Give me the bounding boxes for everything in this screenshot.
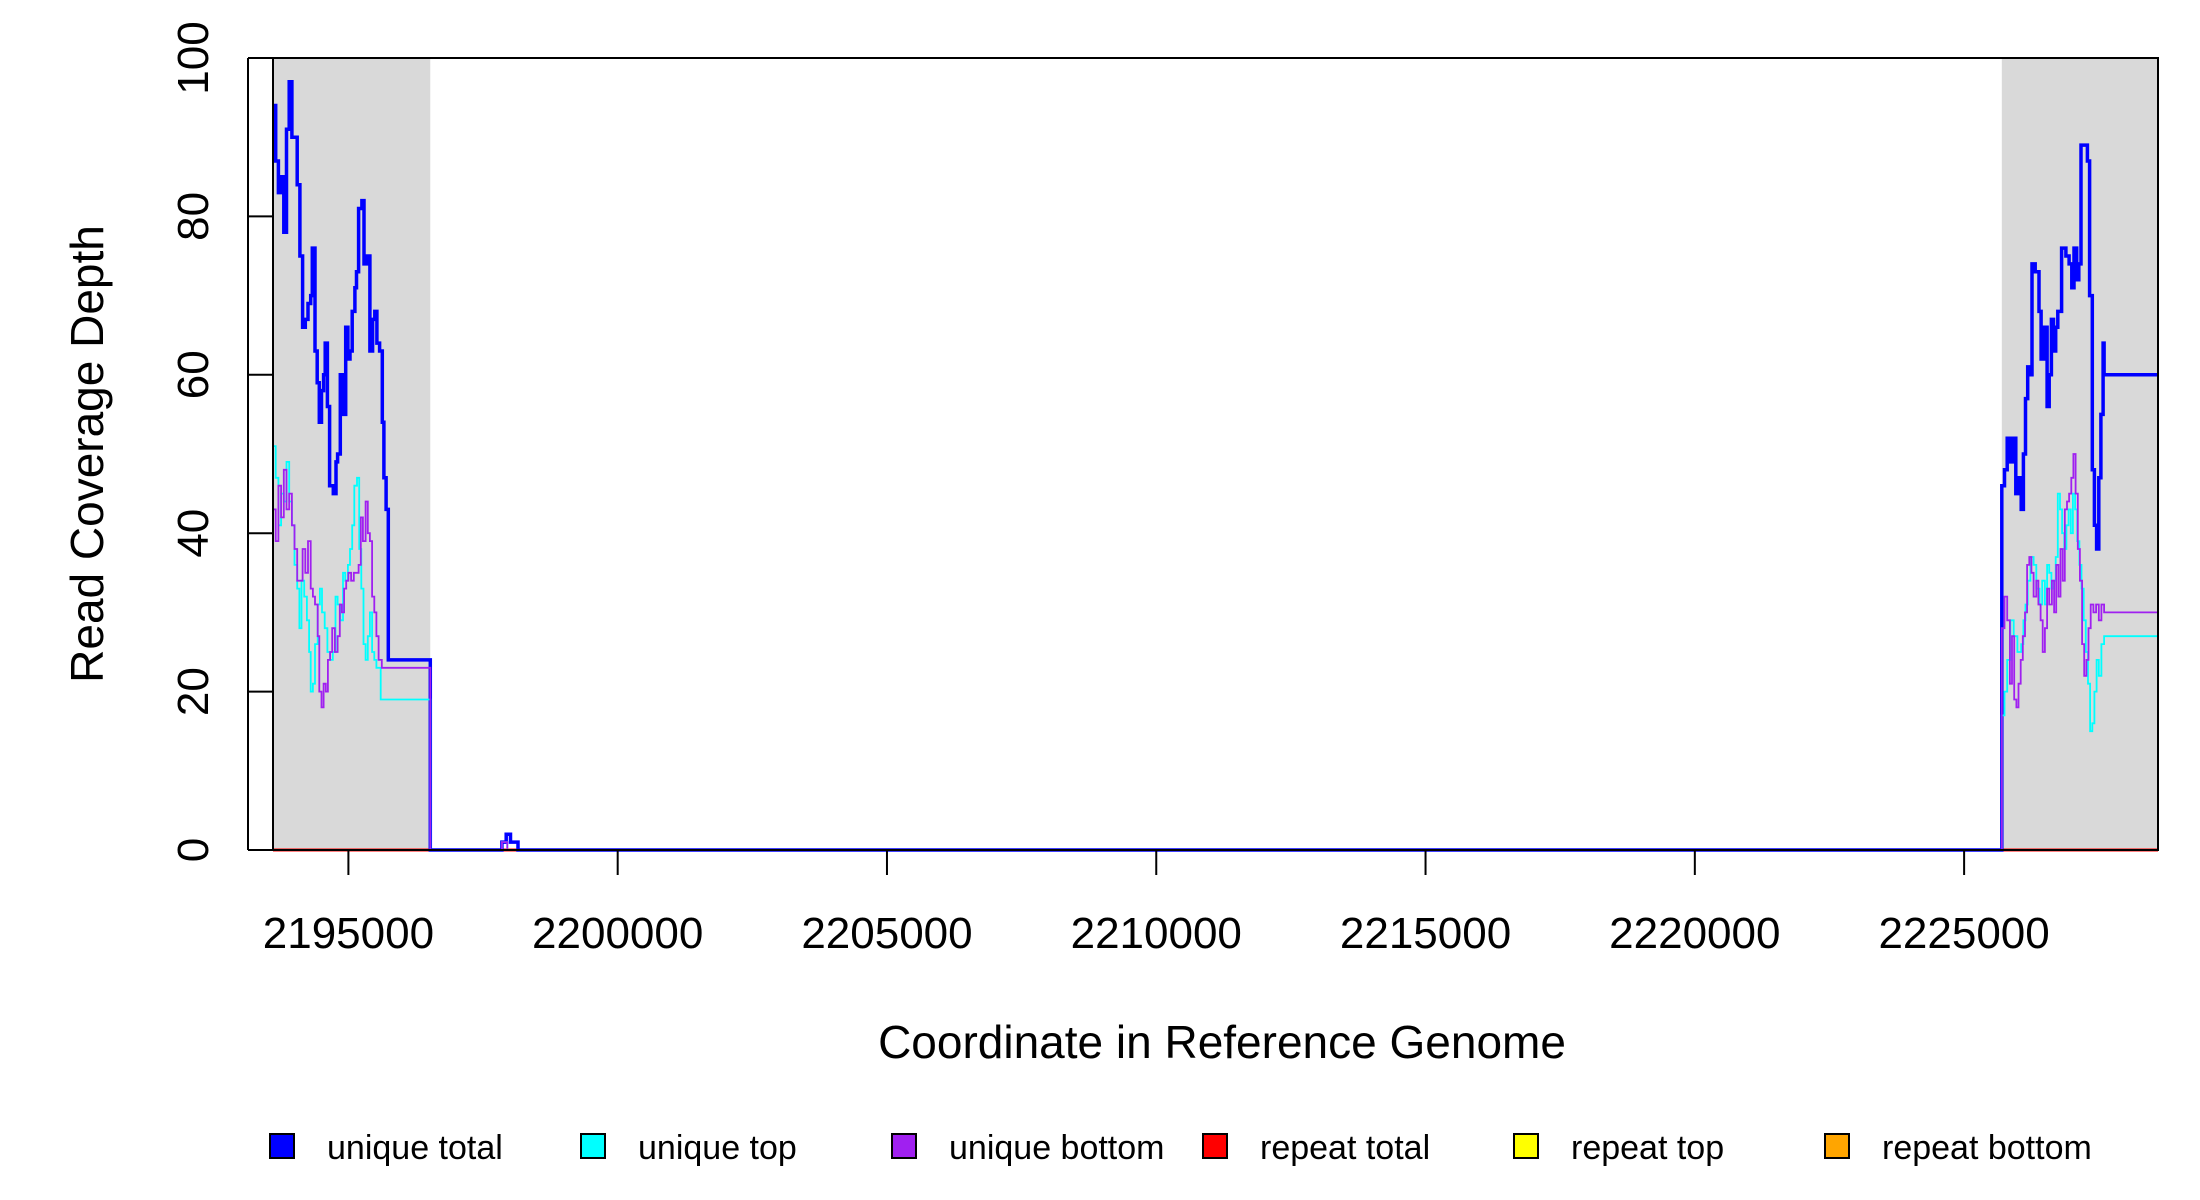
shaded-regions (273, 58, 2158, 850)
x-tick-label: 2215000 (1340, 909, 1511, 958)
y-tick-label: 100 (169, 21, 218, 94)
legend-swatch-unique-bottom (891, 1133, 917, 1159)
legend-label-unique-total: unique total (327, 1129, 503, 1167)
series-unique-total (273, 80, 2158, 852)
legend: unique total unique top unique bottom repea… (269, 1129, 2092, 1167)
series-unique-top (273, 445, 2158, 851)
legend-swatch-repeat-bottom (1824, 1133, 1850, 1159)
plot-frame (272, 57, 2159, 851)
y-axis: 0 20 40 60 80 100 (169, 21, 273, 862)
series-unique-bottom (273, 453, 2158, 851)
y-tick-label: 0 (169, 838, 218, 862)
legend-swatch-unique-total (269, 1133, 295, 1159)
plot-series (273, 80, 2158, 852)
legend-swatch-repeat-total (1202, 1133, 1228, 1159)
x-axis: 2195000 2200000 2205000 2210000 2215000 22200… (263, 849, 2050, 958)
x-tick-label: 2200000 (532, 909, 703, 958)
y-tick-label: 60 (169, 350, 218, 399)
x-tick-label: 2195000 (263, 909, 434, 958)
x-tick-label: 2210000 (1071, 909, 1242, 958)
x-tick-label: 2220000 (1609, 909, 1780, 958)
legend-label-unique-bottom: unique bottom (949, 1129, 1165, 1167)
legend-label-repeat-total: repeat total (1260, 1129, 1430, 1167)
y-tick-label: 40 (169, 509, 218, 558)
x-tick-label: 2205000 (801, 909, 972, 958)
x-tick-label: 2225000 (1878, 909, 2049, 958)
legend-label-unique-top: unique top (638, 1129, 797, 1167)
legend-swatch-repeat-top (1513, 1133, 1539, 1159)
y-tick-label: 80 (169, 192, 218, 241)
y-axis-title: Read Coverage Depth (61, 225, 113, 683)
x-axis-title: Coordinate in Reference Genome (878, 1016, 1566, 1068)
legend-label-repeat-top: repeat top (1571, 1129, 1724, 1167)
y-tick-label: 20 (169, 667, 218, 716)
legend-label-repeat-bottom: repeat bottom (1882, 1129, 2092, 1167)
legend-swatch-unique-top (580, 1133, 606, 1159)
